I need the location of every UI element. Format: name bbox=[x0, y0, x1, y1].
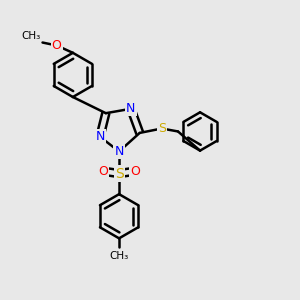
Text: O: O bbox=[98, 165, 108, 178]
Text: CH₃: CH₃ bbox=[110, 251, 129, 261]
Text: O: O bbox=[52, 39, 61, 52]
Text: S: S bbox=[115, 167, 124, 181]
Text: O: O bbox=[130, 165, 140, 178]
Text: S: S bbox=[158, 122, 166, 135]
Text: N: N bbox=[126, 102, 136, 115]
Text: CH₃: CH₃ bbox=[22, 31, 41, 41]
Text: N: N bbox=[114, 145, 124, 158]
Text: N: N bbox=[95, 130, 105, 143]
